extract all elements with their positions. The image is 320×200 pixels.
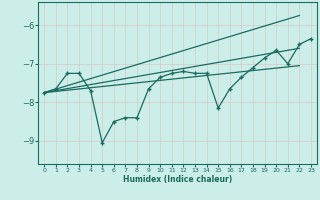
X-axis label: Humidex (Indice chaleur): Humidex (Indice chaleur) xyxy=(123,175,232,184)
